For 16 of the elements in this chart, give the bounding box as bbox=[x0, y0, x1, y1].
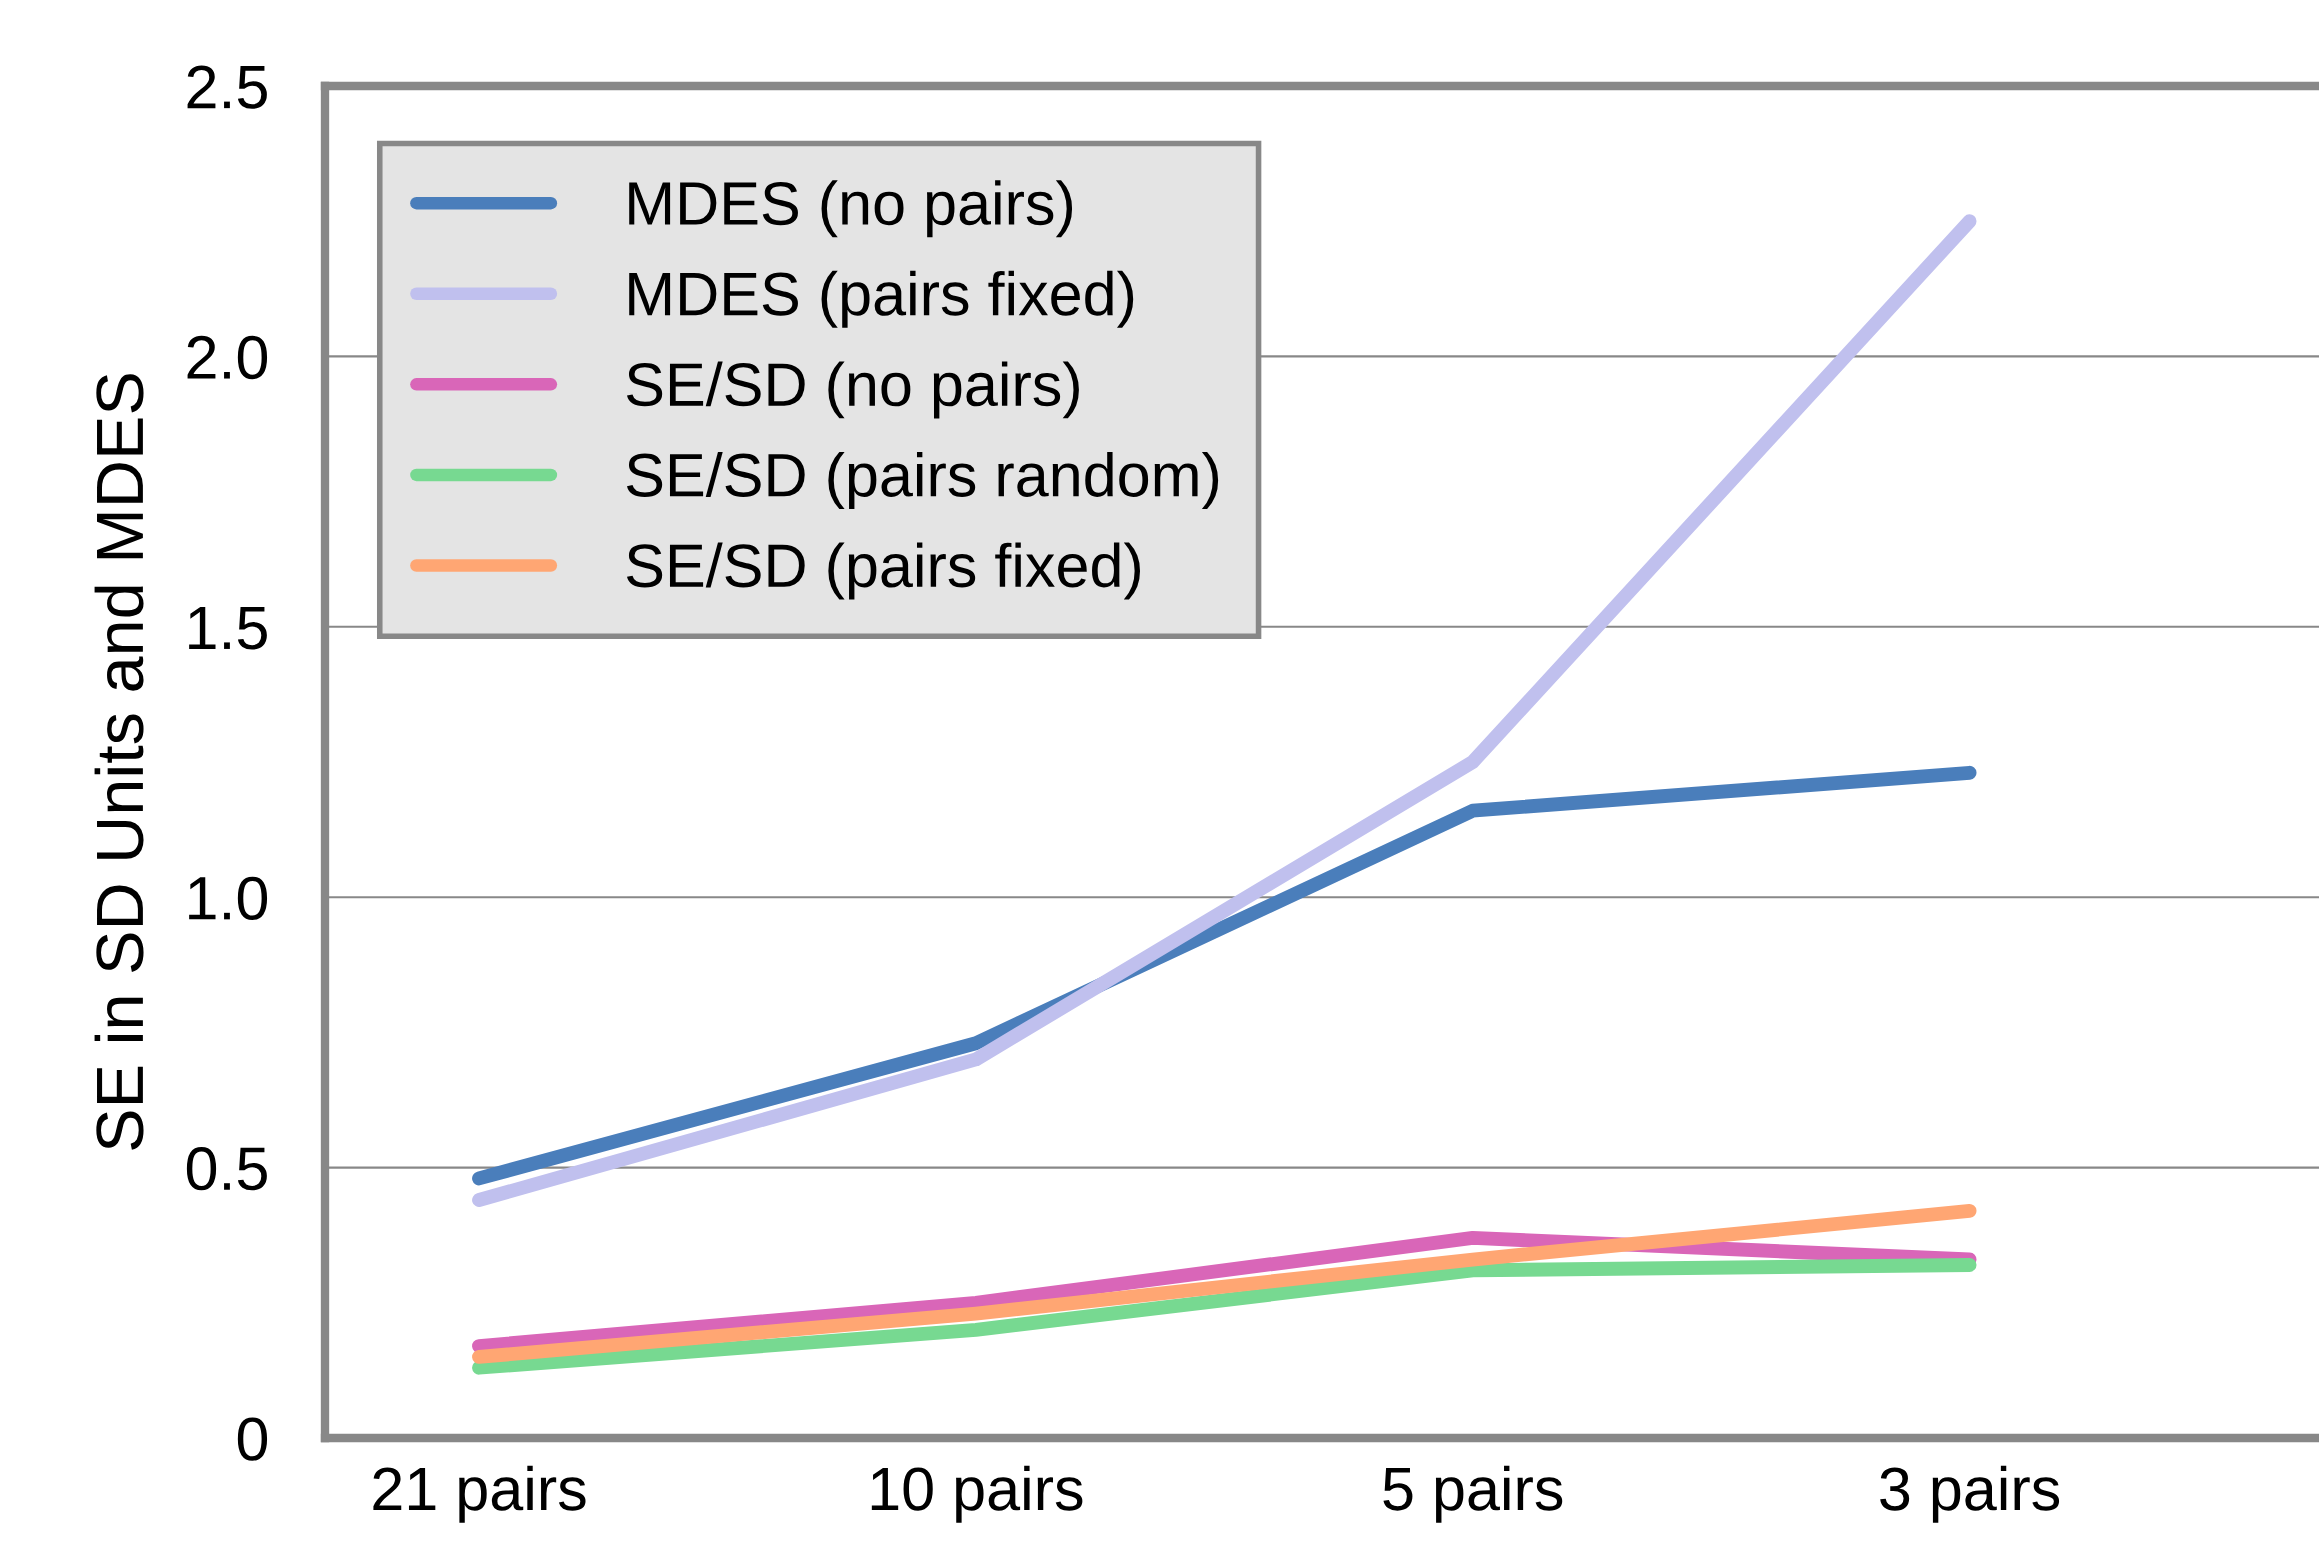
legend-label: SE/SD (no pairs) bbox=[626, 361, 1079, 419]
y-tick-label: 1.0 bbox=[189, 876, 268, 920]
y-tick-label: 2.5 bbox=[187, 65, 267, 109]
x-tick-label: 21 pairs bbox=[373, 1465, 586, 1523]
legend-label: SE/SD (pairs fixed) bbox=[626, 542, 1141, 600]
legend-label: MDES (no pairs) bbox=[629, 180, 1073, 238]
legend-label: MDES (pairs fixed) bbox=[629, 270, 1134, 328]
x-tick-label: 10 pairs bbox=[871, 1465, 1083, 1523]
y-tick-label: 1.5 bbox=[189, 606, 267, 650]
y-tick-label: 0.5 bbox=[186, 1147, 267, 1191]
x-tick-label: 3 pairs bbox=[1880, 1465, 2060, 1523]
y-axis-title: SE in SD Units and MDES bbox=[94, 374, 144, 1150]
y-tick-label: 0 bbox=[237, 1417, 268, 1461]
legend-label: SE/SD (pairs random) bbox=[626, 452, 1219, 509]
y-tick-label: 2.0 bbox=[187, 335, 268, 380]
x-tick-label: 5 pairs bbox=[1383, 1465, 1563, 1523]
